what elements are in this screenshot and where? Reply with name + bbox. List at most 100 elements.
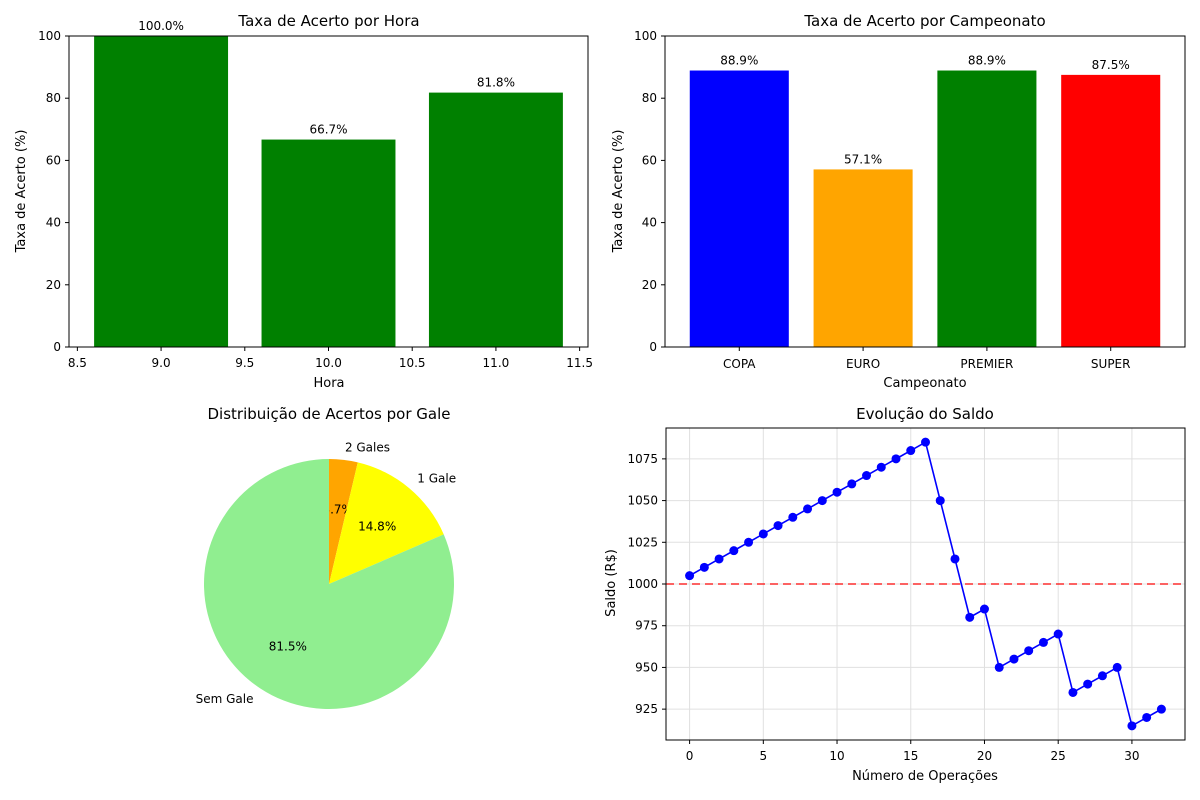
x-tick-label: 20 [977, 749, 992, 763]
x-tick-label: 10 [829, 749, 844, 763]
y-tick-label: 950 [635, 660, 658, 674]
bar [689, 70, 789, 348]
data-point [1127, 721, 1137, 731]
chart-hora-ylabel: Taxa de Acerto (%) [14, 130, 29, 254]
x-tick-label: 8.5 [68, 356, 87, 370]
data-point [1083, 679, 1093, 689]
data-point [1156, 704, 1166, 714]
chart-campeonato: Taxa de Acerto por Campeonato Campeonato… [611, 12, 1186, 391]
data-point [950, 554, 960, 564]
data-point [876, 462, 886, 472]
y-tick-label: 925 [635, 702, 658, 716]
data-point [1068, 687, 1078, 697]
bar-value-label: 81.8% [477, 76, 515, 90]
category-label: SUPER [1091, 357, 1131, 371]
data-point [1024, 646, 1034, 656]
y-tick-label: 1075 [627, 452, 658, 466]
pie-percent-label: 81.5% [269, 640, 307, 654]
data-point [685, 571, 695, 581]
bar-value-label: 87.5% [1092, 58, 1130, 72]
data-point [862, 471, 872, 481]
y-tick-label: 40 [642, 216, 657, 230]
data-point [803, 504, 813, 514]
x-tick-label: 0 [686, 749, 694, 763]
data-point [832, 487, 842, 497]
pie-percent-label: 14.8% [358, 520, 396, 534]
bar [261, 139, 396, 347]
data-point [1142, 712, 1152, 722]
data-point [994, 662, 1004, 672]
data-point [714, 554, 724, 564]
pie-label: Sem Gale [196, 692, 254, 706]
x-tick-label: 11.5 [566, 356, 593, 370]
data-point [758, 529, 768, 539]
chart-campeonato-title: Taxa de Acerto por Campeonato [803, 12, 1045, 30]
chart-hora-title: Taxa de Acerto por Hora [237, 12, 419, 30]
pie-slice [204, 459, 454, 709]
y-tick-label: 975 [635, 619, 658, 633]
category-label: PREMIER [960, 357, 1013, 371]
category-label: EURO [846, 357, 880, 371]
y-tick-label: 1050 [627, 494, 658, 508]
data-point [817, 496, 827, 506]
bar-value-label: 100.0% [138, 19, 184, 33]
data-point [788, 512, 798, 522]
x-tick-label: 30 [1124, 749, 1139, 763]
bar-value-label: 66.7% [309, 123, 347, 137]
data-point [729, 546, 739, 556]
y-tick-label: 60 [46, 153, 61, 167]
data-point [699, 562, 709, 572]
data-point [1038, 637, 1048, 647]
x-tick-label: 25 [1051, 749, 1066, 763]
x-tick-label: 10.0 [315, 356, 342, 370]
chart-hora-xlabel: Hora [313, 376, 344, 391]
bar-value-label: 57.1% [844, 152, 882, 166]
y-tick-label: 100 [38, 29, 61, 43]
data-point [935, 496, 945, 506]
x-tick-label: 10.5 [399, 356, 426, 370]
bar-value-label: 88.9% [720, 54, 758, 68]
category-label: COPA [723, 357, 756, 371]
data-point [1097, 671, 1107, 681]
chart-gale-title: Distribuição de Acertos por Gale [208, 405, 451, 423]
data-point [1053, 629, 1063, 639]
bar [94, 36, 229, 347]
pie-label: 2 Gales [345, 440, 390, 454]
y-tick-label: 20 [642, 278, 657, 292]
chart-saldo-title: Evolução do Saldo [856, 405, 994, 423]
y-tick-label: 0 [53, 340, 61, 354]
data-point [979, 604, 989, 614]
chart-saldo-xlabel: Número de Operações [852, 769, 998, 784]
bar [428, 92, 563, 348]
pie-slice [329, 462, 444, 584]
bar [813, 169, 913, 347]
chart-hora: Taxa de Acerto por Hora Hora Taxa de Ace… [14, 12, 593, 391]
y-tick-label: 1025 [627, 535, 658, 549]
y-tick-label: 0 [649, 340, 657, 354]
chart-saldo-ylabel: Saldo (R$) [604, 549, 619, 617]
x-tick-label: 9.5 [235, 356, 254, 370]
y-tick-label: 100 [634, 29, 657, 43]
pie-label: 1 Gale [417, 472, 456, 486]
data-point [773, 521, 783, 531]
data-point [744, 537, 754, 547]
data-point [1112, 662, 1122, 672]
pie-percent-label: 3.7% [322, 503, 353, 517]
chart-campeonato-ylabel: Taxa de Acerto (%) [611, 130, 626, 254]
chart-gale: Distribuição de Acertos por Gale 2 Gales… [196, 405, 456, 709]
data-point [965, 612, 975, 622]
x-tick-label: 15 [903, 749, 918, 763]
data-point [891, 454, 901, 464]
y-tick-label: 80 [642, 91, 657, 105]
chart-campeonato-xlabel: Campeonato [883, 376, 966, 391]
data-point [906, 446, 916, 456]
chart-hora-axes-frame [68, 35, 589, 348]
data-point [921, 437, 930, 447]
chart-saldo-axes-frame [665, 427, 1186, 741]
bar [1061, 74, 1161, 347]
bar [937, 70, 1037, 348]
bar-value-label: 88.9% [968, 54, 1006, 68]
y-tick-label: 20 [46, 278, 61, 292]
data-point [1009, 654, 1019, 664]
